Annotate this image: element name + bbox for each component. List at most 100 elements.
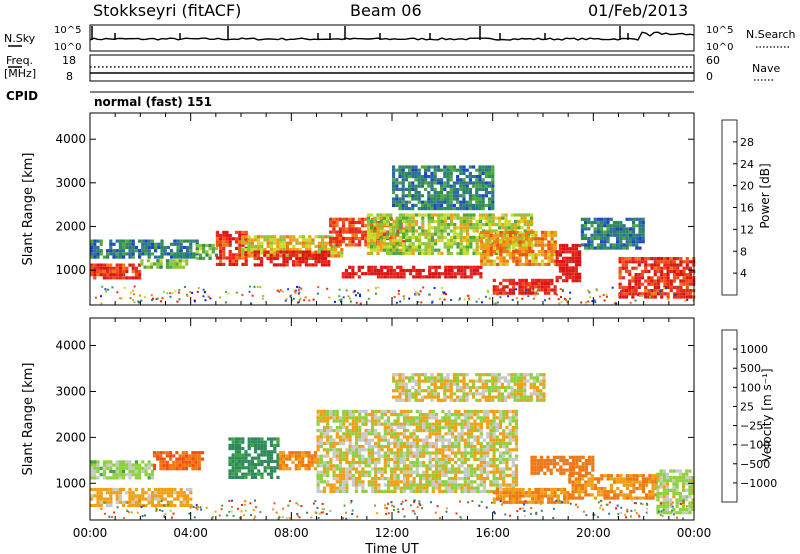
range-gate-cell <box>335 416 339 420</box>
range-gate-cell <box>361 483 365 487</box>
range-gate-cell <box>666 266 670 270</box>
range-gate-cell <box>96 245 100 250</box>
range-gate-cell <box>254 437 258 441</box>
range-gate-cell <box>618 269 622 273</box>
range-gate-cell <box>185 262 189 266</box>
range-gate-cell <box>144 469 148 474</box>
range-gate-cell <box>342 483 346 487</box>
range-gate-cell <box>332 445 336 449</box>
noise-cell <box>334 300 336 303</box>
range-gate-cell <box>163 245 167 250</box>
range-gate-cell <box>417 376 421 380</box>
range-gate-cell <box>189 239 193 243</box>
range-gate-cell <box>511 470 515 474</box>
range-gate-cell <box>481 395 485 399</box>
range-gate-cell <box>382 239 386 243</box>
range-gate-cell <box>401 398 405 402</box>
range-gate-cell <box>376 268 381 273</box>
range-gate-cell <box>152 463 157 468</box>
range-gate-cell <box>118 491 122 495</box>
range-gate-cell <box>443 207 447 211</box>
range-gate-cell <box>106 476 110 480</box>
range-gate-cell <box>427 219 431 223</box>
range-gate-cell <box>459 216 463 220</box>
range-gate-cell <box>131 263 135 267</box>
range-gate-cell <box>498 445 503 449</box>
range-gate-cell <box>618 266 622 270</box>
range-gate-cell <box>93 494 97 498</box>
range-gate-cell <box>558 275 562 280</box>
range-gate-cell <box>425 480 429 484</box>
range-gate-cell <box>147 500 151 504</box>
range-gate-cell <box>462 251 466 255</box>
range-gate-cell <box>157 497 161 501</box>
noise-cell <box>395 301 398 304</box>
range-gate-cell <box>401 168 405 172</box>
range-gate-cell <box>392 175 396 179</box>
noise-cell <box>191 291 194 294</box>
range-gate-cell <box>486 425 490 429</box>
range-gate-cell <box>481 385 485 390</box>
noise-cell <box>308 299 311 302</box>
range-gate-cell <box>470 422 474 426</box>
range-gate-cell <box>276 463 280 467</box>
range-gate-cell <box>465 398 469 402</box>
range-gate-cell <box>157 500 161 504</box>
range-gate-cell <box>291 460 295 464</box>
range-gate-cell <box>321 248 325 252</box>
range-gate-cell <box>398 207 402 211</box>
range-gate-cell <box>281 451 286 455</box>
range-gate-cell <box>141 497 145 501</box>
range-gate-cell <box>310 463 314 468</box>
range-gate-cell <box>301 256 305 261</box>
range-gate-cell <box>428 464 432 468</box>
range-gate-cell <box>434 229 438 233</box>
range-gate-cell <box>644 260 648 264</box>
range-gate-cell <box>235 256 239 260</box>
range-gate-cell <box>348 275 352 279</box>
range-gate-cell <box>408 389 412 393</box>
range-gate-cell <box>327 235 331 239</box>
range-gate-cell <box>160 487 164 492</box>
range-gate-cell <box>475 242 479 246</box>
range-gate-cell <box>154 255 158 259</box>
range-gate-cell <box>508 457 512 461</box>
range-gate-cell <box>460 486 464 490</box>
range-gate-cell <box>454 486 458 490</box>
range-gate-cell <box>382 216 386 220</box>
range-gate-cell <box>241 453 245 457</box>
range-gate-cell <box>502 291 506 295</box>
range-gate-cell <box>537 243 541 247</box>
range-gate-cell <box>521 285 525 289</box>
range-gate-cell <box>370 461 375 465</box>
range-gate-cell <box>491 184 495 188</box>
noise-cell <box>536 289 539 292</box>
range-gate-cell <box>418 251 422 255</box>
range-gate-cell <box>370 486 375 490</box>
range-gate-cell <box>452 181 456 185</box>
range-gate-cell <box>316 445 320 449</box>
range-gate-cell <box>462 239 466 243</box>
range-gate-cell <box>335 451 339 455</box>
range-gate-cell <box>160 242 164 246</box>
range-gate-cell <box>244 450 248 454</box>
range-gate-cell <box>392 219 396 223</box>
range-gate-cell <box>228 475 232 479</box>
range-gate-cell <box>333 244 337 248</box>
range-gate-cell <box>241 256 245 260</box>
range-gate-cell <box>418 239 422 243</box>
range-gate-cell <box>333 254 337 258</box>
range-gate-cell <box>478 165 482 169</box>
noise-cell <box>189 291 192 294</box>
range-gate-cell <box>376 232 380 236</box>
range-gate-cell <box>166 245 170 250</box>
range-gate-cell <box>501 232 505 236</box>
range-gate-cell <box>351 457 355 461</box>
range-gate-cell <box>472 382 476 386</box>
range-gate-cell <box>231 259 235 263</box>
range-gate-cell <box>443 216 447 220</box>
noise-cell <box>133 293 135 296</box>
noise-cell <box>558 302 561 305</box>
range-gate-cell <box>260 447 264 451</box>
range-gate-cell <box>186 252 190 256</box>
